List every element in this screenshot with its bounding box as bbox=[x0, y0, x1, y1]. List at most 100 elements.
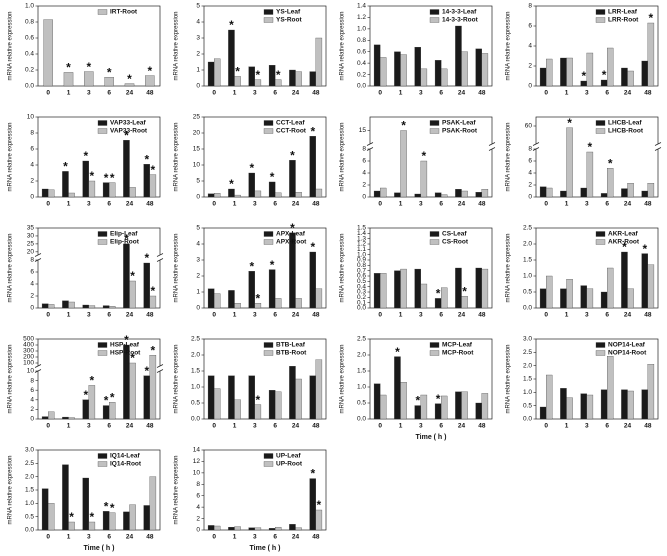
x-tick-label: 24 bbox=[624, 423, 632, 430]
y-tick-label: 0.5 bbox=[523, 402, 532, 409]
x-tick-label: 3 bbox=[585, 312, 589, 319]
bar bbox=[149, 476, 157, 531]
legend-swatch bbox=[595, 17, 606, 23]
y-tick-label: 1.0 bbox=[357, 384, 366, 391]
legend-label: AKR-Root bbox=[608, 239, 640, 246]
y-axis-label: mRNA relative expression bbox=[340, 233, 346, 302]
significance-mark: * bbox=[256, 68, 261, 82]
bar bbox=[268, 269, 276, 309]
y-tick-label: 1.3 bbox=[357, 235, 366, 242]
bar bbox=[481, 393, 489, 420]
y-tick-label: 0.2 bbox=[357, 71, 366, 78]
bar bbox=[373, 190, 381, 198]
y-tick-label: 0.6 bbox=[357, 273, 366, 280]
bar bbox=[380, 394, 387, 420]
legend-swatch bbox=[263, 453, 274, 459]
bar bbox=[481, 268, 489, 309]
bar bbox=[228, 290, 235, 309]
x-tick-label: 6 bbox=[439, 423, 443, 430]
significance-mark: * bbox=[581, 69, 586, 83]
y-tick-label: 3 bbox=[196, 35, 200, 42]
legend-swatch bbox=[595, 128, 606, 134]
bar bbox=[455, 391, 462, 420]
bar bbox=[566, 127, 573, 198]
legend-label: Elip-Leaf bbox=[110, 231, 138, 238]
bar bbox=[275, 192, 282, 198]
y-tick-label: 0 bbox=[30, 416, 34, 423]
y-axis-label: mRNA relative expression bbox=[174, 455, 180, 524]
axis-break-mark bbox=[156, 369, 164, 373]
legend-swatch bbox=[263, 9, 274, 15]
y-tick-label: 10 bbox=[193, 470, 201, 477]
bar bbox=[295, 298, 302, 309]
bar bbox=[63, 72, 74, 87]
bar bbox=[434, 192, 442, 198]
legend-swatch bbox=[595, 239, 606, 245]
bar bbox=[475, 192, 482, 198]
bar bbox=[48, 189, 55, 198]
plot-frame bbox=[37, 116, 161, 198]
significance-mark: * bbox=[270, 258, 275, 272]
y-axis-label: mRNA relative expression bbox=[174, 233, 180, 302]
y-tick-label: 1.5 bbox=[357, 368, 366, 375]
bar bbox=[546, 187, 553, 198]
bar bbox=[129, 280, 136, 309]
bar bbox=[228, 375, 235, 420]
x-tick-label: 3 bbox=[419, 312, 423, 319]
bar bbox=[309, 71, 316, 87]
x-tick-label: 0 bbox=[46, 90, 50, 97]
bar bbox=[88, 521, 96, 531]
legend-label: MCP-Leaf bbox=[442, 342, 473, 349]
bar bbox=[129, 362, 136, 420]
y-axis-label: mRNA relative expression bbox=[340, 344, 346, 413]
x-tick-label: 6 bbox=[605, 90, 609, 97]
x-tick-label: 0 bbox=[544, 312, 548, 319]
legend-swatch bbox=[429, 17, 440, 23]
y-tick-label: 0.6 bbox=[357, 48, 366, 55]
bar bbox=[254, 527, 262, 531]
x-tick-label: 1 bbox=[399, 90, 403, 97]
bar bbox=[82, 304, 89, 309]
bar bbox=[394, 270, 401, 309]
x-tick-label: 1 bbox=[67, 423, 71, 430]
legend-label: IQ14-Leaf bbox=[110, 453, 140, 460]
plot-frame bbox=[203, 5, 327, 87]
bar bbox=[268, 390, 276, 420]
x-tick-label: 48 bbox=[478, 312, 486, 319]
bar bbox=[580, 187, 587, 198]
axis-break-gap bbox=[533, 144, 661, 149]
bar bbox=[234, 399, 241, 420]
bar bbox=[441, 194, 448, 198]
x-tick-label: 3 bbox=[87, 201, 91, 208]
bar bbox=[560, 57, 567, 87]
plot-frame bbox=[369, 227, 493, 309]
y-tick-label: 20 bbox=[27, 249, 35, 256]
y-tick-label: 30 bbox=[27, 233, 35, 240]
y-axis-label: mRNA relative expression bbox=[8, 233, 14, 302]
y-tick-label: 6 bbox=[30, 269, 34, 276]
bar bbox=[434, 60, 442, 87]
significance-mark: * bbox=[649, 11, 654, 25]
y-tick-label: 200 bbox=[23, 354, 34, 361]
bar bbox=[109, 402, 116, 420]
y-tick-label: 0 bbox=[528, 83, 532, 90]
y-axis-label: mRNA relative expression bbox=[506, 344, 512, 413]
bar bbox=[586, 288, 594, 309]
y-tick-label: 2 bbox=[30, 293, 34, 300]
bar bbox=[289, 524, 296, 531]
chart-panel: 0.0 0.2 0.4 0.6 0.8 1.0 mRNA relative expressi… bbox=[8, 3, 161, 97]
bar bbox=[380, 273, 387, 309]
bar bbox=[315, 359, 323, 420]
plot-frame bbox=[203, 449, 327, 531]
x-tick-label: 3 bbox=[253, 312, 257, 319]
y-tick-label: 4 bbox=[30, 281, 34, 288]
x-tick-label: 3 bbox=[419, 90, 423, 97]
bar bbox=[68, 521, 75, 531]
significance-mark: * bbox=[110, 390, 115, 404]
y-tick-label: 0.9 bbox=[357, 257, 366, 264]
y-tick-label: 2.5 bbox=[25, 460, 34, 467]
y-tick-label: 0.8 bbox=[357, 262, 366, 269]
